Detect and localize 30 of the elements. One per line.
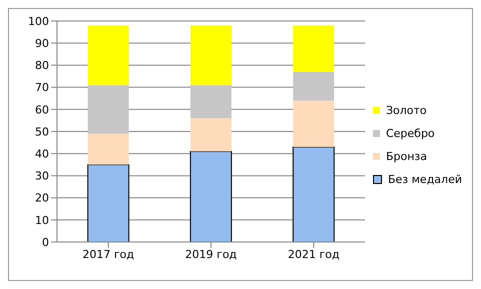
- legend-label: Золото: [386, 104, 427, 116]
- legend-label: Без медалей: [388, 172, 462, 186]
- bar: [190, 85, 232, 118]
- y-tick-label: 70: [35, 81, 49, 94]
- bar: [190, 25, 232, 86]
- x-tick-label: 2019 год: [185, 248, 238, 261]
- bar: [88, 25, 129, 86]
- legend-label: Бронза: [386, 150, 428, 162]
- bar: [87, 164, 130, 242]
- y-tick-label: 80: [35, 59, 49, 72]
- bar: [293, 72, 334, 101]
- legend-label: Серебро: [386, 126, 435, 140]
- y-tick-label: 20: [35, 192, 49, 205]
- bar: [190, 150, 232, 242]
- y-tick-label: 30: [35, 170, 49, 183]
- y-tick-label: 90: [35, 37, 49, 50]
- y-tick-label: 40: [35, 148, 49, 161]
- bar: [190, 118, 232, 152]
- bar: [292, 146, 335, 242]
- bar: [293, 100, 334, 147]
- x-tick-label: 2021 год: [288, 248, 340, 261]
- bar: [293, 25, 334, 72]
- bar: [88, 85, 129, 134]
- x-tick-label: 2017 год: [82, 248, 135, 261]
- y-tick-label: 50: [35, 125, 49, 138]
- y-tick-label: 0: [42, 236, 49, 249]
- y-tick-label: 10: [35, 214, 49, 227]
- bar: [88, 134, 129, 165]
- y-tick-label: 60: [35, 103, 49, 116]
- y-tick-label: 100: [28, 14, 49, 28]
